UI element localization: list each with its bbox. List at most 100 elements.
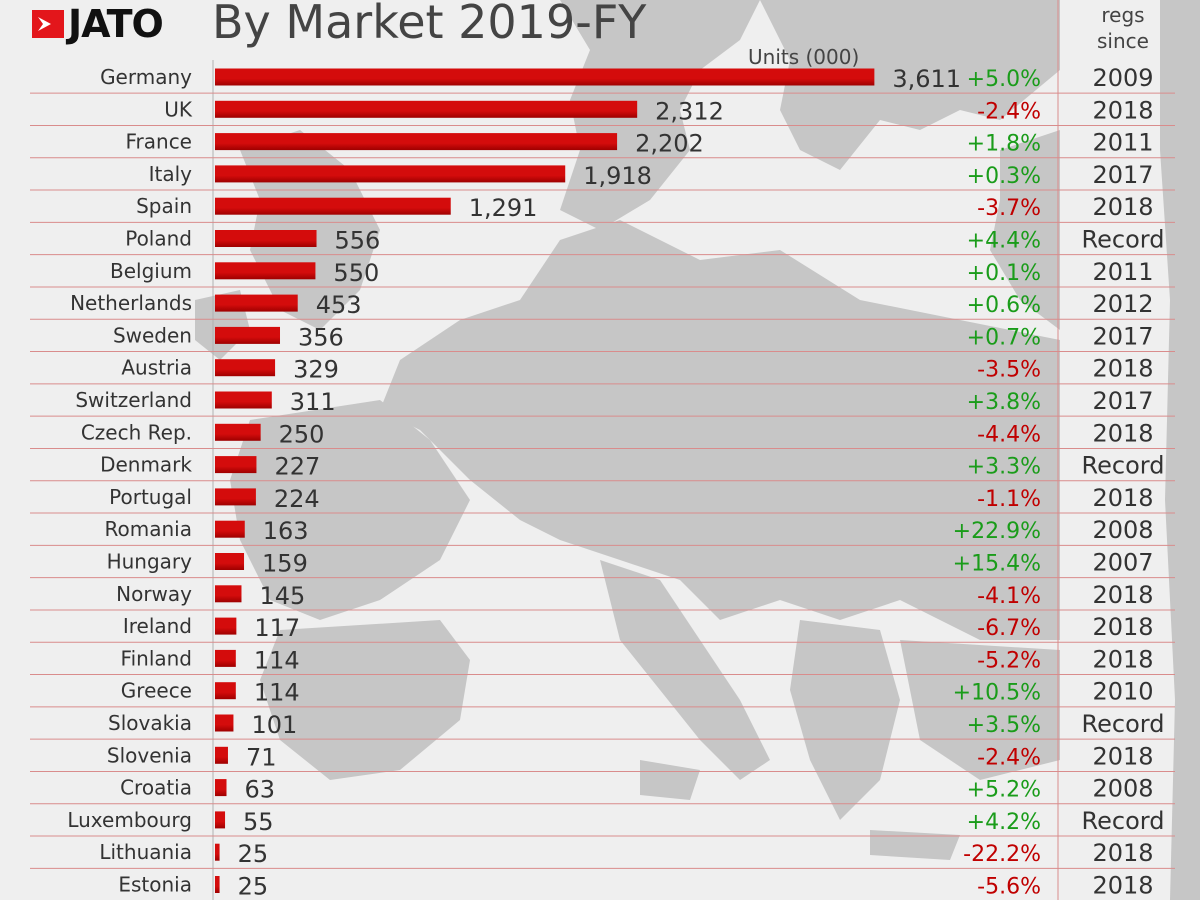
regs-since-label: 2017 [1092, 387, 1153, 415]
value-label: 3,611 [892, 65, 961, 93]
change-label: -4.1% [977, 584, 1041, 609]
value-label: 63 [245, 776, 276, 804]
bar-row: Slovenia 71 -2.4% 2018 [30, 742, 1175, 772]
country-label: Romania [105, 517, 192, 541]
bar [215, 326, 281, 344]
value-label: 1,291 [469, 194, 538, 222]
regs-since-label: 2018 [1092, 484, 1153, 512]
country-label: Finland [121, 646, 192, 670]
bar [215, 843, 220, 861]
bar-row: Hungary 159 +15.4% 2007 [30, 549, 1175, 579]
bar-row: Czech Rep. 250 -4.4% 2018 [30, 419, 1175, 449]
country-label: Lithuania [99, 840, 192, 864]
bar [215, 197, 451, 215]
change-label: +3.3% [967, 455, 1041, 480]
regs-since-label: 2018 [1092, 872, 1153, 900]
regs-since-label: 2012 [1092, 290, 1153, 318]
country-label: Switzerland [75, 388, 192, 412]
bar [215, 165, 566, 183]
country-label: Czech Rep. [81, 420, 192, 444]
bar-row: UK 2,312 -2.4% 2018 [30, 96, 1175, 126]
value-label: 329 [293, 356, 339, 384]
bar [215, 520, 245, 538]
regs-since-label: 2017 [1092, 322, 1153, 350]
change-label: -5.6% [977, 875, 1041, 900]
country-label: Poland [125, 227, 192, 251]
bar [215, 649, 236, 667]
value-label: 114 [254, 679, 300, 707]
country-label: Croatia [120, 776, 192, 800]
bar [215, 456, 257, 474]
change-label: -22.2% [963, 842, 1041, 867]
value-label: 25 [238, 840, 269, 868]
bar-row: Spain 1,291 -3.7% 2018 [30, 193, 1175, 223]
bar-row: Greece 114 +10.5% 2010 [30, 678, 1175, 708]
regs-since-label: 2017 [1092, 161, 1153, 189]
value-label: 550 [333, 259, 379, 287]
regs-since-label: 2018 [1092, 419, 1153, 447]
jato-logo: JATO [32, 2, 164, 46]
bar-row: Sweden 356 +0.7% 2017 [30, 322, 1175, 353]
bar-row: Switzerland 311 +3.8% 2017 [30, 387, 1175, 417]
country-label: Portugal [109, 485, 192, 509]
bar [215, 617, 237, 635]
bar [215, 714, 234, 732]
regs-since-label: 2018 [1092, 96, 1153, 124]
regs-since-label: 2011 [1092, 129, 1153, 157]
bar-row: Netherlands 453 +0.6% 2012 [30, 290, 1175, 320]
change-label: -3.5% [977, 358, 1041, 383]
country-label: Slovakia [108, 711, 192, 735]
value-label: 25 [238, 873, 269, 900]
bar-row: Germany 3,611 +5.0% 2009 [30, 64, 1175, 94]
regs-since-label: 2018 [1092, 742, 1153, 770]
regs-since-label: 2009 [1092, 64, 1153, 92]
bar-row: France 2,202 +1.8% 2011 [30, 129, 1175, 159]
country-label: Norway [116, 582, 192, 606]
bar [215, 811, 226, 829]
change-label: +3.5% [967, 713, 1041, 738]
country-label: Ireland [123, 614, 192, 638]
country-label: Luxembourg [67, 808, 192, 832]
change-label: -2.4% [977, 745, 1041, 770]
bar [215, 294, 298, 312]
country-label: Slovenia [107, 743, 192, 767]
value-label: 356 [298, 323, 344, 351]
value-label: 117 [254, 614, 300, 642]
bar-row: Belgium 550 +0.1% 2011 [30, 258, 1175, 288]
regs-since-header-line-1: regs [1101, 3, 1145, 27]
bar [215, 779, 227, 797]
bar-row: Poland 556 +4.4% Record [30, 226, 1175, 256]
regs-since-label: 2018 [1092, 581, 1153, 609]
units-label: Units (000) [748, 45, 860, 69]
bar [215, 68, 875, 86]
bar-row: Portugal 224 -1.1% 2018 [30, 484, 1175, 514]
country-label: Spain [136, 194, 192, 218]
change-label: +0.1% [967, 261, 1041, 286]
bar-row: Luxembourg 55 +4.2% Record [30, 807, 1175, 837]
bar-row: Denmark 227 +3.3% Record [30, 452, 1175, 482]
regs-since-label: 2011 [1092, 258, 1153, 286]
change-label: -3.7% [977, 196, 1041, 221]
regs-since-label: 2018 [1092, 355, 1153, 383]
change-label: +0.3% [967, 164, 1041, 189]
logo-text: JATO [68, 2, 164, 46]
value-label: 159 [262, 550, 308, 578]
country-label: Germany [100, 65, 192, 89]
value-label: 114 [254, 646, 300, 674]
value-label: 453 [316, 291, 362, 319]
change-label: +5.2% [967, 778, 1041, 803]
value-label: 145 [259, 582, 305, 610]
country-label: Netherlands [70, 291, 192, 315]
regs-since-label: 2007 [1092, 549, 1153, 577]
regs-since-label: 2018 [1092, 613, 1153, 641]
bar [215, 423, 261, 441]
header: JATO By Market 2019-FY Units (000) regs … [0, 0, 1200, 69]
regs-since-label: 2010 [1092, 678, 1153, 706]
country-label: Hungary [107, 550, 193, 574]
bar-row: Lithuania 25 -22.2% 2018 [30, 839, 1175, 869]
change-label: -2.4% [977, 99, 1041, 124]
change-label: +5.0% [967, 67, 1041, 92]
change-label: -6.7% [977, 616, 1041, 641]
logo-arrow-icon [32, 10, 64, 38]
country-label: France [125, 130, 192, 154]
